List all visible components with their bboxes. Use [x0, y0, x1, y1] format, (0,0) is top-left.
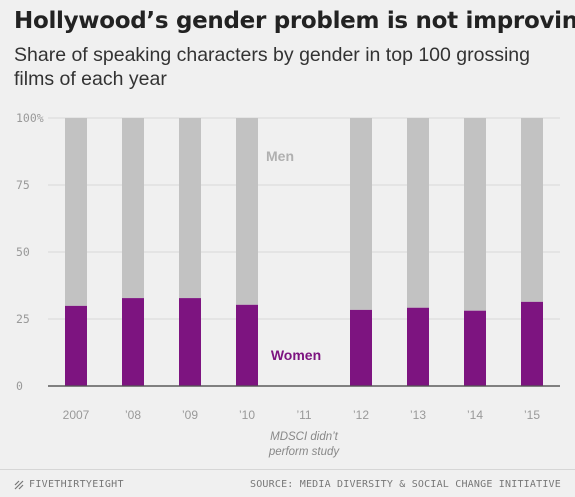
x-tick-label: 2007 — [63, 408, 90, 422]
men-bar — [65, 118, 87, 306]
women-series-label: Women — [271, 347, 321, 363]
women-bar — [236, 304, 258, 386]
bar-chart: 0 25 50 75 100% 2007 ’08 ’09 ’10 ’11 ’12 ’13 ’14 ’15 M… — [16, 111, 560, 458]
women-bar — [464, 310, 486, 386]
men-bar — [236, 118, 258, 305]
x-tick-label: ’12 — [353, 408, 369, 422]
x-tick-label: ’14 — [467, 408, 483, 422]
men-bar — [464, 118, 486, 311]
men-bar — [521, 118, 543, 302]
women-bar — [350, 309, 372, 386]
men-bar — [179, 118, 201, 299]
women-bar — [65, 305, 87, 386]
fivethirtyeight-logo-icon — [14, 480, 24, 489]
x-tick-label: ’11 — [296, 408, 311, 422]
x-tick-label: ’13 — [410, 408, 426, 422]
men-bar — [407, 118, 429, 308]
y-tick-label: 25 — [16, 312, 30, 326]
chart-subtitle: Share of speaking characters by gender i… — [14, 44, 530, 90]
women-bar — [122, 298, 144, 386]
x-tick-label: ’10 — [239, 408, 255, 422]
x-tick-label: ’08 — [125, 408, 141, 422]
source-note: SOURCE: MEDIA DIVERSITY & SOCIAL CHANGE … — [249, 479, 561, 490]
men-series-label: Men — [266, 148, 294, 164]
footer-divider — [0, 469, 575, 470]
y-tick-label: 75 — [16, 178, 30, 192]
chart-title: Hollywood’s gender problem is not improv… — [14, 8, 575, 34]
missing-study-note-line: MDSCI didn’t — [270, 431, 339, 443]
women-bar — [521, 301, 543, 386]
y-tick-label: 50 — [16, 245, 30, 259]
men-bar — [122, 118, 144, 299]
y-tick-label: 0 — [16, 379, 23, 393]
missing-study-note-line: perform study — [268, 446, 341, 458]
footer-brand: FIVETHIRTYEIGHT — [14, 479, 124, 490]
women-bar — [179, 298, 201, 386]
y-tick-label: 100% — [16, 111, 44, 125]
women-bar — [407, 307, 429, 386]
x-tick-label: ’15 — [524, 408, 540, 422]
x-tick-label: ’09 — [182, 408, 198, 422]
men-bar — [350, 118, 372, 310]
brand-label: FIVETHIRTYEIGHT — [29, 479, 124, 490]
